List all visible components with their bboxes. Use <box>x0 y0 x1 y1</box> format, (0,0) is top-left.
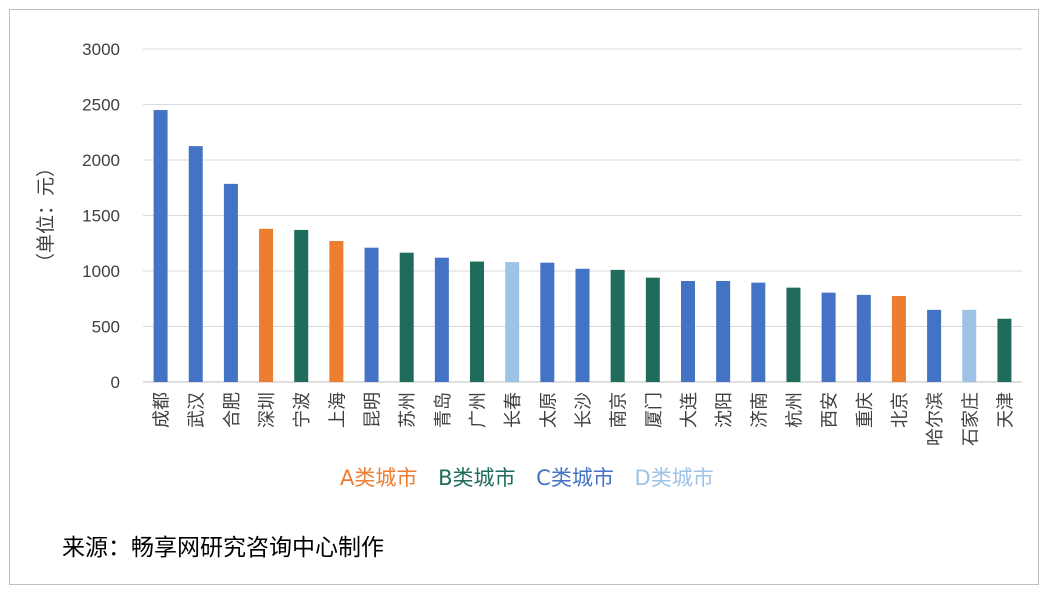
bar <box>540 262 555 382</box>
legend-item-c: C类城市 <box>536 466 614 490</box>
bar <box>188 146 203 382</box>
y-axis-label: （单位：元） <box>35 158 57 272</box>
bar <box>434 257 449 382</box>
x-tick-label: 太原 <box>538 392 559 428</box>
x-tick-label: 苏州 <box>398 392 419 428</box>
bar <box>891 295 906 382</box>
bar <box>399 252 414 382</box>
chart-frame <box>9 9 1039 585</box>
x-tick-label: 武汉 <box>187 392 208 428</box>
y-tick-label: 3000 <box>82 40 120 59</box>
x-tick-label: 上海 <box>327 392 348 428</box>
bar <box>645 277 660 382</box>
bar <box>821 292 836 382</box>
x-tick-label: 深圳 <box>257 392 278 428</box>
x-tick-label: 重庆 <box>855 392 876 428</box>
x-tick-label: 成都 <box>152 392 173 428</box>
x-tick-label: 沈阳 <box>714 392 735 428</box>
bar <box>470 261 485 382</box>
x-tick-label: 北京 <box>890 392 911 428</box>
bar <box>505 262 520 382</box>
y-tick-label: 1500 <box>82 207 120 226</box>
bar <box>962 309 977 382</box>
bar <box>680 280 695 382</box>
x-tick-label: 杭州 <box>784 392 805 428</box>
x-tick-label: 西安 <box>820 392 841 428</box>
y-tick-label: 1000 <box>82 262 120 281</box>
x-tick-label: 大连 <box>679 392 700 428</box>
y-tick-label: 500 <box>92 318 120 337</box>
bar <box>716 280 731 382</box>
y-tick-label: 2000 <box>82 151 120 170</box>
bar <box>259 228 274 382</box>
x-tick-label: 哈尔滨 <box>925 392 946 446</box>
x-tick-label: 广州 <box>468 392 489 428</box>
legend-item-b: B类城市 <box>438 466 516 490</box>
bar <box>610 269 625 382</box>
bar <box>856 294 871 382</box>
x-tick-label: 长春 <box>503 392 524 428</box>
x-tick-label: 昆明 <box>363 392 384 428</box>
bar <box>786 287 801 382</box>
x-tick-label: 石家庄 <box>960 392 981 446</box>
x-tick-label: 济南 <box>749 392 770 428</box>
bar <box>927 309 942 382</box>
bar <box>575 268 590 382</box>
bar <box>294 229 309 382</box>
x-tick-label: 宁波 <box>292 392 313 428</box>
x-tick-label: 南京 <box>609 392 630 428</box>
bar <box>997 318 1012 382</box>
y-tick-label: 2500 <box>82 96 120 115</box>
x-tick-label: 青岛 <box>433 392 454 428</box>
bar <box>223 183 238 382</box>
x-tick-label: 厦门 <box>644 392 665 428</box>
bar <box>751 282 766 382</box>
bar <box>153 110 168 383</box>
x-tick-label: 天津 <box>995 392 1016 428</box>
x-tick-label: 长沙 <box>574 392 595 428</box>
bar <box>329 241 344 382</box>
source-note: 来源：畅享网研究咨询中心制作 <box>62 535 384 561</box>
legend-item-a: A类城市 <box>340 466 418 490</box>
legend-item-d: D类城市 <box>634 466 714 490</box>
x-tick-label: 合肥 <box>222 392 243 428</box>
legend: A类城市 B类城市 C类城市 D类城市 <box>340 462 728 492</box>
bar <box>364 247 379 382</box>
y-tick-label: 0 <box>111 373 120 392</box>
